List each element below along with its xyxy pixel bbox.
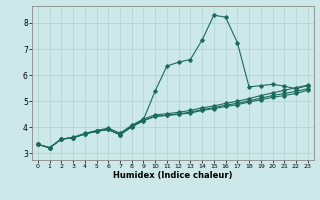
X-axis label: Humidex (Indice chaleur): Humidex (Indice chaleur): [113, 171, 233, 180]
